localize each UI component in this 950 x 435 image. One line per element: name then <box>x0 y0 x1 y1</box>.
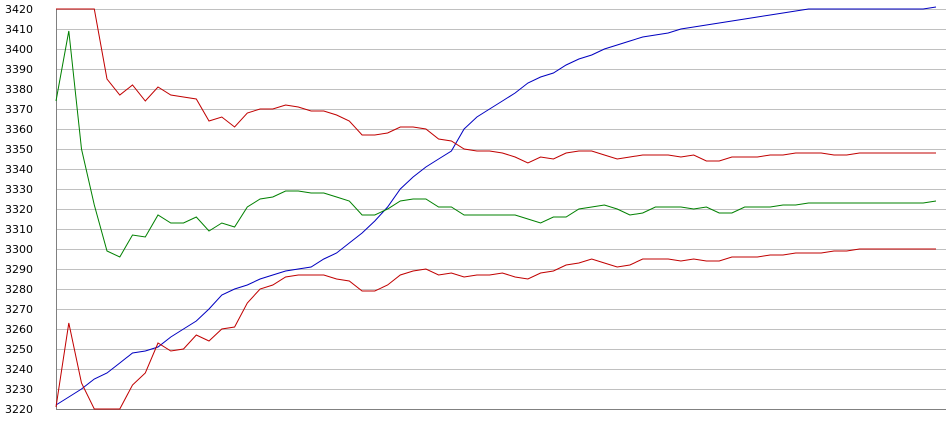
y-tick-label: 3420 <box>5 3 33 16</box>
y-tick-label: 3400 <box>5 43 33 56</box>
y-tick-label: 3390 <box>5 63 33 76</box>
series-3 <box>55 30 937 258</box>
y-tick-label: 3260 <box>5 323 33 336</box>
y-tick-label: 3230 <box>5 383 33 396</box>
grid-lines <box>56 9 946 410</box>
y-axis-tick-labels: 3420 3410 3400 3390 3380 3370 3360 3350 3340 3330… <box>5 3 33 416</box>
series-line-4 <box>55 248 936 410</box>
y-tick-label: 3270 <box>5 303 33 316</box>
y-tick-label: 3360 <box>5 123 33 136</box>
series-line-2 <box>56 8 936 164</box>
y-tick-label: 3290 <box>5 263 33 276</box>
series-2 <box>56 8 936 164</box>
series-lines <box>55 6 937 410</box>
y-tick-label: 3350 <box>5 143 33 156</box>
y-tick-label: 3280 <box>5 283 33 296</box>
y-tick-label: 3380 <box>5 83 33 96</box>
y-tick-label: 3340 <box>5 163 33 176</box>
y-tick-label: 3410 <box>5 23 33 36</box>
y-tick-label: 3320 <box>5 203 33 216</box>
series-1 <box>55 6 937 406</box>
series-line-3 <box>55 30 937 258</box>
series-line-1 <box>55 6 937 406</box>
y-tick-label: 3310 <box>5 223 33 236</box>
y-tick-label: 3220 <box>5 403 33 416</box>
y-tick-label: 3240 <box>5 363 33 376</box>
y-tick-label: 3370 <box>5 103 33 116</box>
y-tick-label: 3300 <box>5 243 33 256</box>
y-tick-label: 3250 <box>5 343 33 356</box>
y-tick-label: 3330 <box>5 183 33 196</box>
series-4 <box>55 248 936 410</box>
